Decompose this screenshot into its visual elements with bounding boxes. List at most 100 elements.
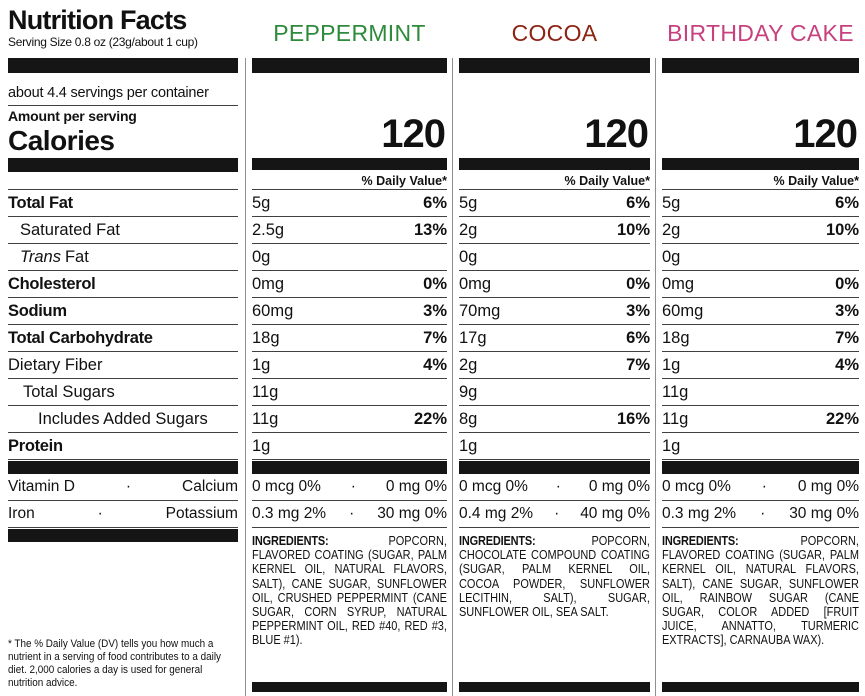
nutrient-label-row-total-fat: Total Fat xyxy=(8,190,238,217)
amount-value: 60mg xyxy=(662,301,704,320)
dot-separator: · xyxy=(97,505,103,522)
amount-value: 9g xyxy=(459,382,478,401)
value-row-sodium: 70mg 3% xyxy=(459,298,650,325)
amount-value: 18g xyxy=(662,328,690,347)
nutrient-label: Dietary Fiber xyxy=(8,355,103,374)
micro-value: 0 mg 0% xyxy=(385,478,447,495)
dot-separator: · xyxy=(350,478,356,495)
micro-label: Iron xyxy=(8,505,35,522)
micro-value: 0 mcg 0% xyxy=(252,478,321,495)
daily-value: 22% xyxy=(825,409,859,428)
amount-value: 1g xyxy=(252,436,271,455)
amount-value: 0mg xyxy=(459,274,492,293)
separator-bar xyxy=(252,682,447,692)
micro-value-row-iron-potassium: 0.3 mg 2% · 30 mg 0% xyxy=(252,501,447,528)
nutrient-label-row-trans-fat: Trans Fat xyxy=(8,244,238,271)
micro-value: 0 mg 0% xyxy=(797,478,859,495)
birthday-cake-column: BIRTHDAY CAKE 120 % Daily Value* 5g 6% 2g… xyxy=(656,0,865,696)
daily-value: 13% xyxy=(413,220,447,239)
daily-value: 3% xyxy=(835,301,859,320)
separator-bar xyxy=(459,158,650,170)
value-row-trans-fat: 0g xyxy=(459,244,650,271)
value-row-cholesterol: 0mg 0% xyxy=(662,271,859,298)
ingredients-text: INGREDIENTS: POPCORN, FLAVORED COATING (… xyxy=(662,534,859,648)
amount-value: 5g xyxy=(459,193,478,212)
daily-value: 4% xyxy=(835,355,859,374)
amount-value: 2.5g xyxy=(252,220,285,239)
amount-value: 1g xyxy=(459,436,478,455)
footnote-text: * The % Daily Value (DV) tells you how m… xyxy=(8,638,221,689)
daily-value: 6% xyxy=(626,328,650,347)
column-divider xyxy=(655,58,656,696)
amount-value: 0g xyxy=(662,247,681,266)
daily-value-header: % Daily Value* xyxy=(252,172,447,190)
micro-label-row-iron-potassium: Iron · Potassium xyxy=(8,501,238,528)
value-row-trans-fat: 0g xyxy=(252,244,447,271)
daily-value: 6% xyxy=(835,193,859,212)
nutrient-label-row-saturated-fat: Saturated Fat xyxy=(8,217,238,244)
daily-value: 4% xyxy=(423,355,447,374)
amount-value: 2g xyxy=(662,220,681,239)
amount-value: 8g xyxy=(459,409,478,428)
ingredients-text: INGREDIENTS: POPCORN, FLAVORED COATING (… xyxy=(252,534,447,648)
daily-value: 0% xyxy=(835,274,859,293)
dv-header-spacer xyxy=(8,172,238,190)
flavor-title-peppermint: PEPPERMINT xyxy=(273,19,426,46)
daily-value: 0% xyxy=(423,274,447,293)
separator-bar xyxy=(8,529,238,542)
label-header: Nutrition Facts Serving Size 0.8 oz (23g… xyxy=(8,0,238,58)
nutrient-label: Protein xyxy=(8,436,63,455)
micro-label: Vitamin D xyxy=(8,478,75,495)
micro-value-row-vitamind-calcium: 0 mcg 0% · 0 mg 0% xyxy=(662,474,859,501)
value-row-total-fat: 5g 6% xyxy=(662,190,859,217)
value-row-saturated-fat: 2g 10% xyxy=(662,217,859,244)
nutrient-label-row-protein: Protein xyxy=(8,433,238,460)
amount-value: 60mg xyxy=(252,301,294,320)
daily-value: 10% xyxy=(616,220,650,239)
separator-bar xyxy=(662,682,859,692)
amount-value: 11g xyxy=(252,382,279,401)
separator-bar xyxy=(8,158,238,172)
daily-value: 3% xyxy=(423,301,447,320)
calories-value: 120 xyxy=(584,112,649,156)
amount-value: 0mg xyxy=(252,274,285,293)
micro-label: Potassium xyxy=(165,505,238,522)
nutrient-label: Total Carbohydrate xyxy=(8,328,153,347)
value-row-protein: 1g xyxy=(662,433,859,460)
amount-value: 1g xyxy=(662,355,681,374)
serving-size-text: Serving Size 0.8 oz (23g/about 1 cup) xyxy=(8,35,198,49)
value-row-total-sugars: 11g xyxy=(662,379,859,406)
value-row-dietary-fiber: 2g 7% xyxy=(459,352,650,379)
daily-value: 16% xyxy=(616,409,650,428)
amount-value: 0g xyxy=(252,247,271,266)
value-row-total-carbohydrate: 17g 6% xyxy=(459,325,650,352)
separator-bar xyxy=(662,158,859,170)
daily-value: 3% xyxy=(626,301,650,320)
nutrient-label-row-cholesterol: Cholesterol xyxy=(8,271,238,298)
separator-bar xyxy=(459,682,650,692)
separator-bar xyxy=(8,461,238,474)
value-row-cholesterol: 0mg 0% xyxy=(252,271,447,298)
amount-value: 1g xyxy=(662,436,681,455)
micro-value-row-iron-potassium: 0.3 mg 2% · 30 mg 0% xyxy=(662,501,859,528)
amount-value: 18g xyxy=(252,328,280,347)
value-row-total-fat: 5g 6% xyxy=(252,190,447,217)
panel-title: Nutrition Facts xyxy=(8,5,187,35)
nutrient-label: Total Sugars xyxy=(23,382,115,401)
flavor-title-cocoa: COCOA xyxy=(511,19,598,46)
ingredients-text: INGREDIENTS: POPCORN, CHOCOLATE COMPOUND… xyxy=(459,534,650,620)
dot-separator: · xyxy=(349,505,355,522)
amount-value: 1g xyxy=(252,355,271,374)
daily-value: 10% xyxy=(825,220,859,239)
micro-value: 0.3 mg 2% xyxy=(662,505,737,522)
value-row-saturated-fat: 2.5g 13% xyxy=(252,217,447,244)
nutrient-label: Total Fat xyxy=(8,193,73,212)
value-row-sodium: 60mg 3% xyxy=(662,298,859,325)
micro-value-row-iron-potassium: 0.4 mg 2% · 40 mg 0% xyxy=(459,501,650,528)
value-row-total-fat: 5g 6% xyxy=(459,190,650,217)
value-row-added-sugars: 8g 16% xyxy=(459,406,650,433)
micro-value: 0 mcg 0% xyxy=(662,478,731,495)
separator-bar xyxy=(459,58,650,73)
amount-value: 0g xyxy=(459,247,478,266)
value-row-protein: 1g xyxy=(459,433,650,460)
